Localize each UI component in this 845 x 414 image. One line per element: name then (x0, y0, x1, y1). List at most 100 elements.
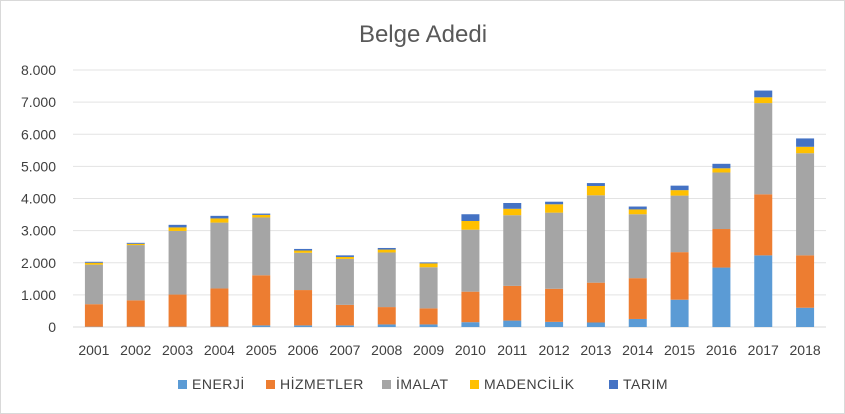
bar-segment-hi̇zmetler (796, 255, 815, 308)
legend: ENERJİ HİZMETLER İMALAT MADENCİLİK TARIM (178, 375, 668, 392)
y-axis-ticks: 0 1.000 2.000 3.000 4.000 5.000 6.000 7.000 8.00… (21, 62, 56, 335)
bar-segment-madenci̇li̇k (545, 204, 564, 213)
y-tick-label: 6.000 (21, 126, 56, 142)
bar-segment-hi̇zmetler (84, 304, 103, 327)
bar-segment-i̇malat (628, 214, 647, 279)
x-tick-label: 2006 (288, 342, 319, 358)
bar-segment-madenci̇li̇k (84, 262, 103, 265)
bar-segment-madenci̇li̇k (461, 220, 480, 230)
bar-segment-hi̇zmetler (545, 288, 564, 322)
bar-segment-enerji̇ (670, 299, 689, 327)
legend-label: MADENCİLİK (484, 375, 575, 392)
x-tick-label: 2009 (413, 342, 444, 358)
bar-segment-tarim (210, 215, 229, 219)
x-tick-label: 2015 (664, 342, 695, 358)
bar-segment-i̇malat (84, 264, 103, 305)
bar-segment-tarim (670, 185, 689, 191)
bar-segment-madenci̇li̇k (210, 218, 229, 223)
bar-segment-hi̇zmetler (670, 252, 689, 300)
x-tick-label: 2007 (329, 342, 360, 358)
bar-segment-enerji̇ (461, 322, 480, 327)
legend-label: TARIM (623, 376, 668, 392)
bar-segment-enerji̇ (335, 325, 354, 327)
bar-segment-i̇malat (252, 217, 271, 276)
bar-segment-enerji̇ (754, 255, 773, 327)
bar-segment-tarim (252, 213, 271, 215)
y-tick-label: 5.000 (21, 158, 56, 174)
bar-segment-i̇malat (670, 195, 689, 253)
x-tick-label: 2017 (748, 342, 779, 358)
legend-label: İMALAT (396, 375, 449, 392)
bar-segment-hi̇zmetler (335, 304, 354, 326)
bar-segment-i̇malat (461, 229, 480, 292)
y-tick-label: 8.000 (21, 62, 56, 78)
bar-segment-i̇malat (377, 252, 396, 308)
bar-segment-hi̇zmetler (586, 282, 605, 323)
bar-segment-madenci̇li̇k (628, 209, 647, 215)
y-tick-label: 1.000 (21, 287, 56, 303)
bar-segment-madenci̇li̇k (252, 214, 271, 218)
bar-segment-tarim (461, 214, 480, 221)
bar-segment-enerji̇ (377, 324, 396, 327)
bar-segment-madenci̇li̇k (335, 256, 354, 259)
bar-segment-tarim (84, 261, 103, 263)
x-tick-label: 2001 (78, 342, 109, 358)
x-tick-label: 2016 (706, 342, 737, 358)
bar-segment-hi̇zmetler (712, 229, 731, 268)
bar-segment-hi̇zmetler (461, 291, 480, 323)
bar-segment-i̇malat (335, 258, 354, 305)
bar-segment-i̇malat (210, 222, 229, 289)
bar-segment-madenci̇li̇k (670, 190, 689, 196)
legend-swatch (382, 380, 391, 389)
bar-segment-enerji̇ (586, 322, 605, 327)
bar-segment-hi̇zmetler (126, 300, 145, 327)
bar-segment-tarim (377, 247, 396, 250)
bar-segment-enerji̇ (294, 325, 313, 327)
bars (84, 90, 815, 327)
bar-segment-tarim (628, 206, 647, 210)
bar-segment-i̇malat (796, 153, 815, 256)
bar-segment-i̇malat (419, 267, 438, 309)
bar-segment-i̇malat (754, 103, 773, 195)
bar-segment-i̇malat (545, 212, 564, 289)
bar-segment-enerji̇ (545, 321, 564, 327)
bar-segment-tarim (335, 255, 354, 257)
bar-segment-tarim (545, 201, 564, 205)
bar-segment-enerji̇ (503, 320, 522, 327)
bar-segment-hi̇zmetler (168, 294, 187, 327)
bar-segment-hi̇zmetler (503, 285, 522, 321)
x-tick-label: 2008 (371, 342, 402, 358)
bar-segment-i̇malat (294, 252, 313, 291)
bar-segment-madenci̇li̇k (377, 249, 396, 253)
x-tick-label: 2010 (455, 342, 486, 358)
bar-segment-madenci̇li̇k (419, 263, 438, 268)
legend-swatch (266, 380, 275, 389)
bar-segment-madenci̇li̇k (754, 97, 773, 104)
bar-segment-i̇malat (503, 215, 522, 286)
bar-segment-i̇malat (168, 230, 187, 295)
bar-segment-hi̇zmetler (210, 288, 229, 327)
bar-segment-i̇malat (712, 172, 731, 230)
bar-segment-madenci̇li̇k (503, 208, 522, 216)
legend-swatch (470, 380, 479, 389)
legend-swatch (609, 380, 618, 389)
bar-segment-tarim (126, 242, 145, 244)
y-tick-label: 0 (48, 319, 56, 335)
x-tick-label: 2004 (204, 342, 235, 358)
bar-segment-madenci̇li̇k (712, 168, 731, 173)
x-tick-label: 2002 (120, 342, 151, 358)
bar-segment-hi̇zmetler (754, 194, 773, 256)
x-tick-label: 2011 (497, 342, 527, 358)
bar-segment-enerji̇ (419, 324, 438, 327)
x-tick-label: 2018 (790, 342, 821, 358)
bar-segment-i̇malat (126, 245, 145, 301)
y-tick-label: 3.000 (21, 223, 56, 239)
legend-label: ENERJİ (192, 375, 245, 392)
x-tick-label: 2014 (622, 342, 653, 358)
legend-label: HİZMETLER (280, 375, 364, 392)
bar-segment-hi̇zmetler (294, 290, 313, 326)
bar-segment-enerji̇ (712, 267, 731, 327)
bar-segment-tarim (712, 163, 731, 169)
bar-segment-enerji̇ (628, 318, 647, 327)
